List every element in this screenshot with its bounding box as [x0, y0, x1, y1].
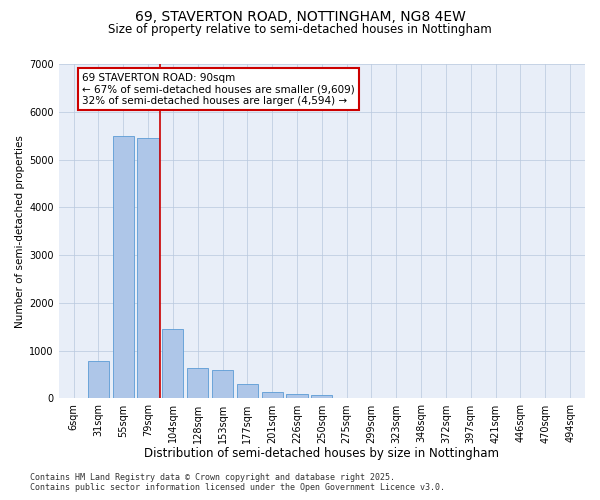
- Bar: [163, 329, 184, 398]
- Text: Size of property relative to semi-detached houses in Nottingham: Size of property relative to semi-detach…: [108, 22, 492, 36]
- Y-axis label: Number of semi-detached properties: Number of semi-detached properties: [15, 135, 25, 328]
- Bar: [311, 395, 332, 398]
- Bar: [262, 392, 283, 398]
- Bar: [237, 384, 258, 398]
- Bar: [113, 136, 134, 398]
- Bar: [187, 368, 208, 398]
- Bar: [286, 394, 308, 398]
- X-axis label: Distribution of semi-detached houses by size in Nottingham: Distribution of semi-detached houses by …: [145, 447, 499, 460]
- Bar: [212, 370, 233, 398]
- Bar: [88, 361, 109, 399]
- Text: 69, STAVERTON ROAD, NOTTINGHAM, NG8 4EW: 69, STAVERTON ROAD, NOTTINGHAM, NG8 4EW: [134, 10, 466, 24]
- Bar: [137, 138, 158, 398]
- Text: 69 STAVERTON ROAD: 90sqm
← 67% of semi-detached houses are smaller (9,609)
32% o: 69 STAVERTON ROAD: 90sqm ← 67% of semi-d…: [82, 72, 355, 106]
- Text: Contains HM Land Registry data © Crown copyright and database right 2025.
Contai: Contains HM Land Registry data © Crown c…: [30, 473, 445, 492]
